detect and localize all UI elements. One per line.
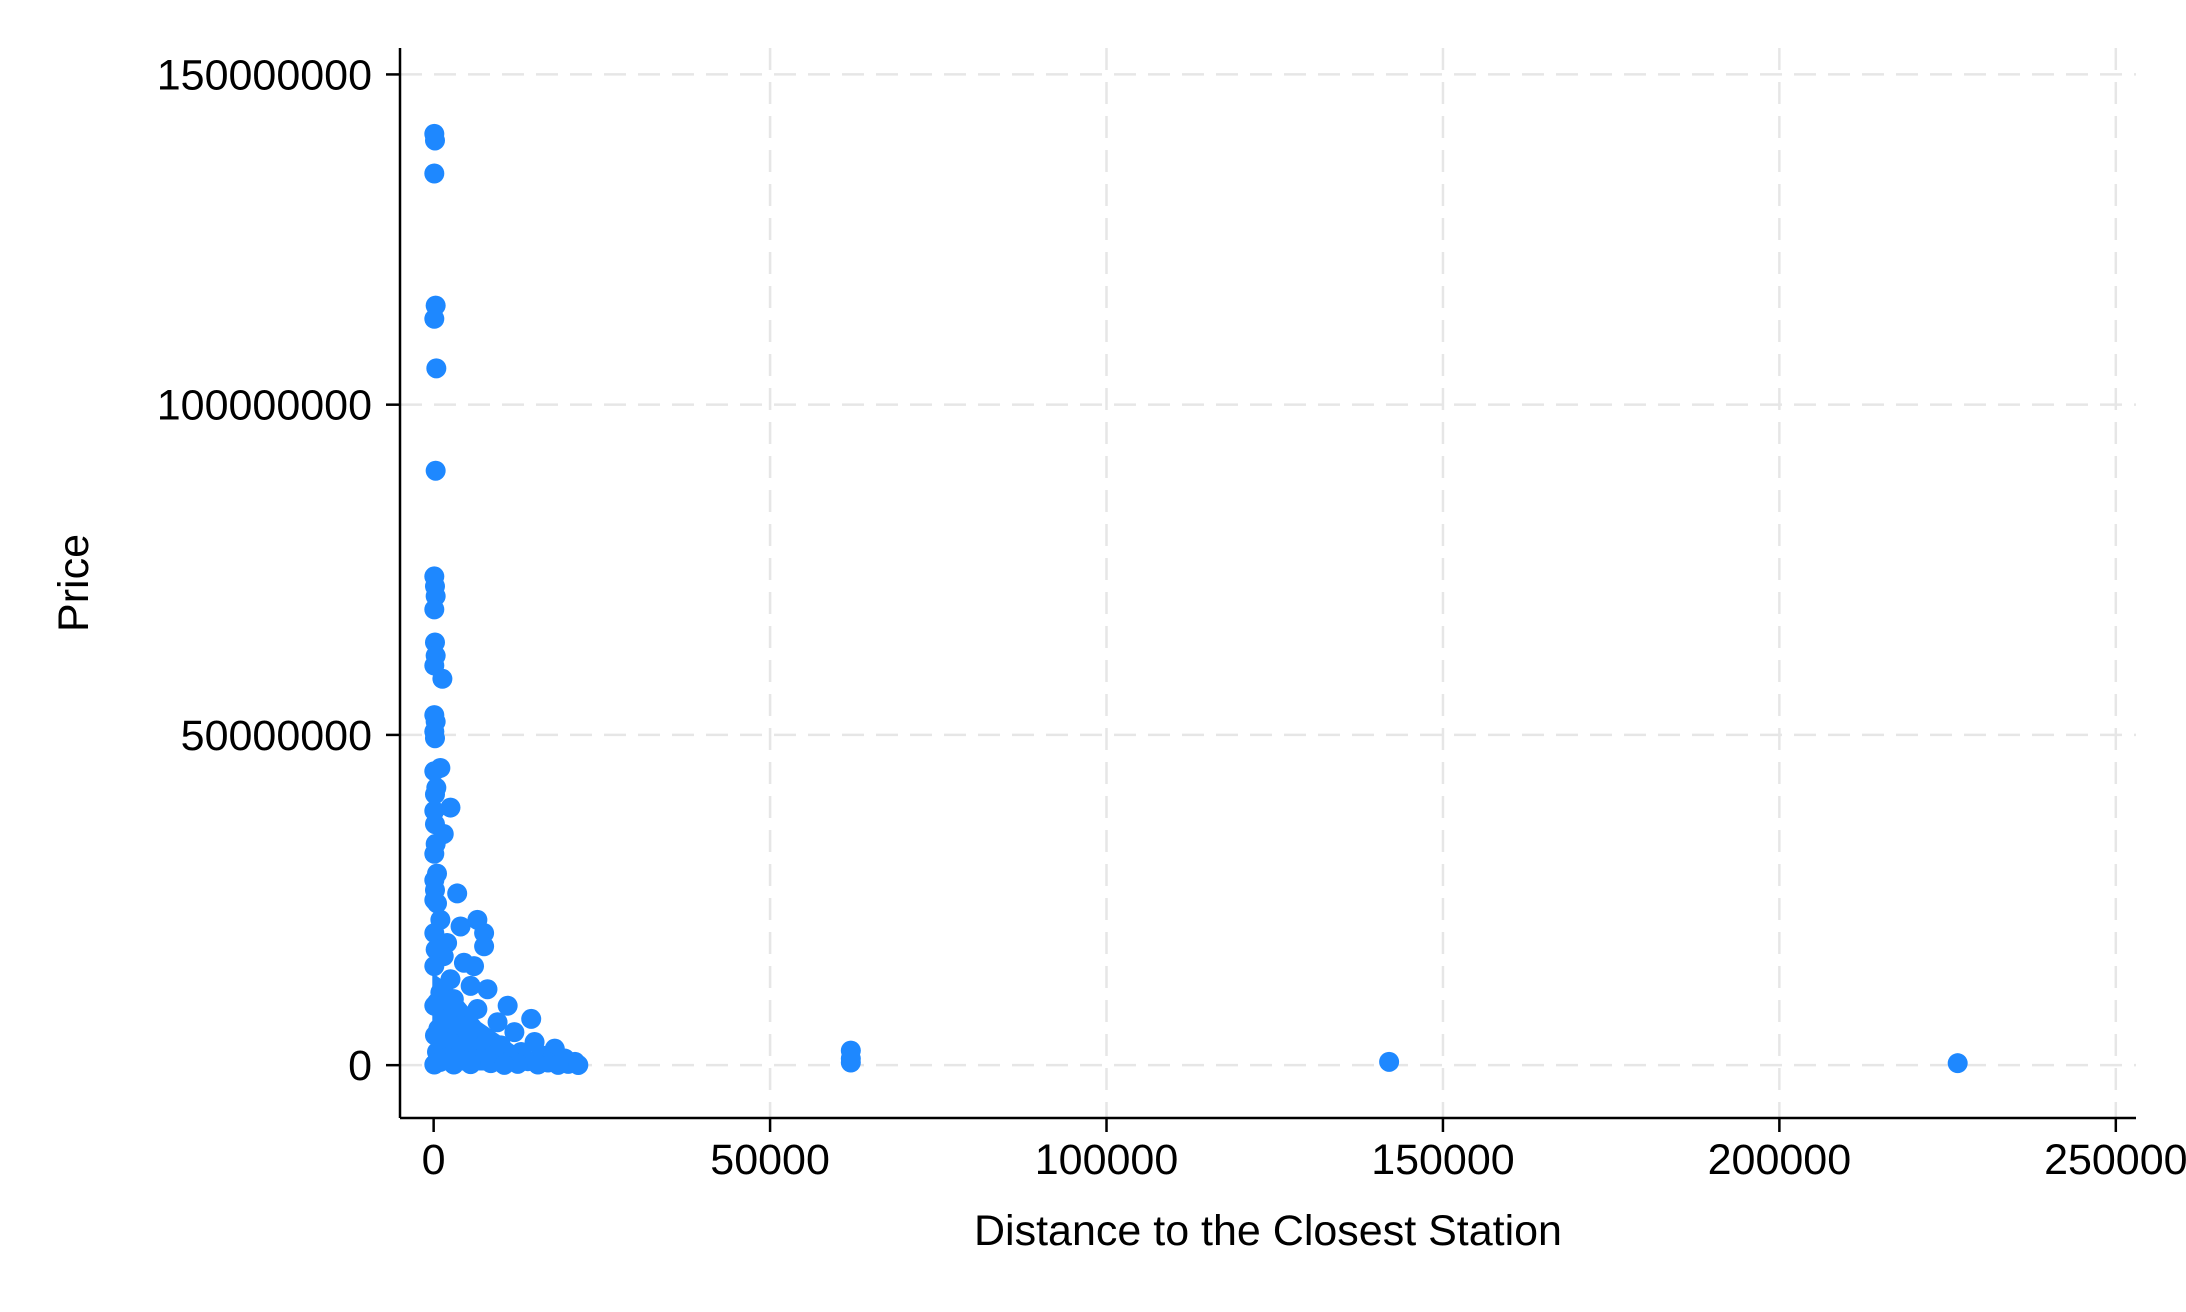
- data-point: [427, 893, 448, 914]
- data-point: [424, 843, 445, 864]
- x-tick-label: 0: [422, 1136, 446, 1184]
- data-point: [424, 784, 445, 805]
- data-point: [548, 1054, 569, 1075]
- data-point: [424, 308, 445, 329]
- y-axis-title: Price: [50, 534, 98, 632]
- data-point: [477, 979, 498, 1000]
- x-axis-title: Distance to the Closest Station: [974, 1207, 1562, 1255]
- x-tick-label: 200000: [1708, 1136, 1852, 1184]
- grid-lines: [400, 48, 2136, 1118]
- data-point: [1379, 1051, 1400, 1072]
- data-point: [424, 130, 445, 151]
- data-point: [1947, 1053, 1968, 1074]
- data-point: [568, 1054, 589, 1075]
- x-tick-label: 250000: [2044, 1136, 2186, 1184]
- data-point: [840, 1052, 861, 1073]
- y-tick-label: 0: [348, 1042, 372, 1090]
- data-point: [425, 460, 446, 481]
- y-tick-label: 50000000: [181, 712, 372, 760]
- data-point: [467, 999, 488, 1020]
- x-ticks: 0 50000 100000 150000 200000 250000: [422, 1118, 2186, 1184]
- data-point: [447, 883, 468, 904]
- axes: [398, 48, 2136, 1120]
- data-point: [424, 995, 445, 1016]
- data-point: [460, 975, 481, 996]
- data-point: [464, 956, 485, 977]
- data-point: [432, 668, 453, 689]
- data-point: [440, 797, 461, 818]
- data-point: [424, 761, 445, 782]
- y-tick-label: 100000000: [157, 382, 372, 430]
- x-tick-label: 150000: [1371, 1136, 1515, 1184]
- data-point: [424, 163, 445, 184]
- data-point: [474, 936, 495, 957]
- data-point: [460, 1054, 481, 1075]
- data-point: [497, 995, 518, 1016]
- data-points: [424, 123, 1968, 1075]
- data-point: [424, 956, 445, 977]
- data-point: [494, 1054, 515, 1075]
- data-point: [521, 1008, 542, 1029]
- data-point: [424, 728, 445, 749]
- x-tick-label: 100000: [1035, 1136, 1179, 1184]
- y-ticks: 0 50000000 100000000 150000000: [157, 51, 400, 1090]
- y-tick-label: 150000000: [157, 51, 372, 99]
- data-point: [443, 1054, 464, 1075]
- data-point: [426, 358, 447, 379]
- data-point: [527, 1054, 548, 1075]
- data-point: [424, 1054, 445, 1075]
- data-point: [424, 599, 445, 620]
- data-point: [504, 1022, 525, 1043]
- data-point: [450, 916, 471, 937]
- data-point: [443, 989, 464, 1010]
- x-tick-label: 50000: [710, 1136, 830, 1184]
- data-point: [487, 1012, 508, 1033]
